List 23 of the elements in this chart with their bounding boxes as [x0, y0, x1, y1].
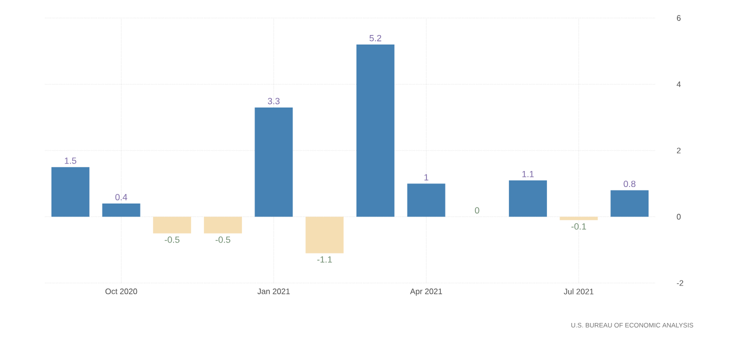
bar	[51, 167, 90, 217]
bar	[356, 44, 394, 217]
data-label: 3.3	[268, 98, 280, 104]
bar	[153, 216, 192, 234]
data-label: -0.5	[216, 236, 230, 243]
data-label: -1.1	[317, 256, 332, 263]
bar	[204, 216, 242, 234]
data-label: 1.1	[522, 170, 534, 178]
data-label: 5.2	[370, 34, 382, 42]
data-label: -0.5	[164, 236, 180, 243]
bar	[407, 184, 446, 217]
data-label: 0	[474, 207, 480, 214]
bar	[610, 190, 649, 217]
bar	[306, 216, 344, 254]
data-label: 1	[424, 174, 428, 180]
bar	[102, 204, 140, 217]
data-label: -0.1	[571, 223, 586, 230]
bar	[254, 107, 293, 217]
data-label: 0.8	[624, 180, 636, 188]
bar	[560, 216, 598, 220]
data-label: 1.5	[64, 158, 76, 164]
data-label: 0.4	[115, 194, 128, 200]
bar	[508, 180, 547, 217]
